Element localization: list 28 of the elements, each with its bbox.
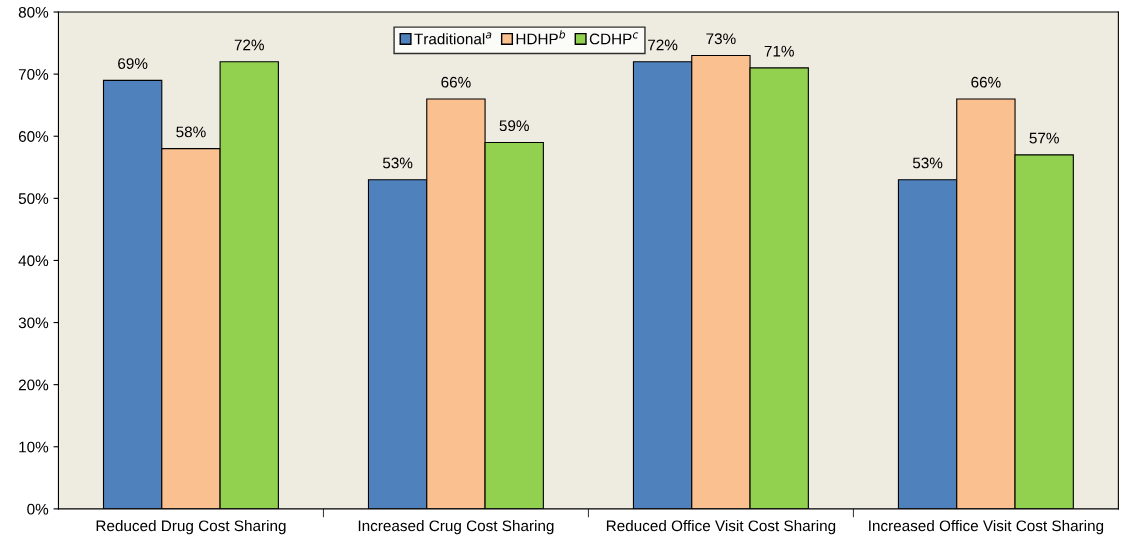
data-label: 71% [764, 45, 794, 57]
x-tick-label: Reduced Drug Cost Sharing [96, 519, 286, 535]
data-label: 73% [706, 33, 736, 45]
y-tick-label: 10% [19, 441, 49, 453]
data-label: 66% [971, 76, 1001, 88]
data-label: 53% [912, 157, 943, 169]
y-tick-label: 50% [18, 193, 49, 205]
data-label: 69% [118, 58, 148, 69]
data-label: 72% [648, 39, 678, 51]
y-tick-label: 60% [18, 131, 49, 142]
y-tick-label: 80% [18, 6, 49, 18]
x-tick-label: Increased Office Visit Cost Sharing [869, 519, 1104, 535]
y-tick-label: 20% [18, 379, 49, 391]
data-label: 58% [176, 126, 206, 138]
data-label: 57% [1029, 132, 1059, 144]
legend-label: Traditional$^{a}$ [414, 32, 492, 45]
legend-label: HDHP$^{b}$ [516, 30, 566, 45]
y-tick-label: 30% [18, 317, 49, 329]
legend-label: CDHP$^{c}$ [589, 32, 639, 45]
x-tick-label: Increased Crug Cost Sharing [358, 519, 554, 535]
data-label: 66% [441, 76, 471, 88]
y-tick-label: 0% [27, 503, 49, 515]
y-tick-label: 40% [18, 255, 49, 267]
data-label: 53% [382, 157, 413, 169]
y-tick-label: 70% [18, 68, 49, 80]
x-tick-label: Reduced Office Visit Cost Sharing [606, 519, 836, 535]
data-label: 59% [499, 120, 529, 132]
data-label: 72% [234, 39, 264, 51]
